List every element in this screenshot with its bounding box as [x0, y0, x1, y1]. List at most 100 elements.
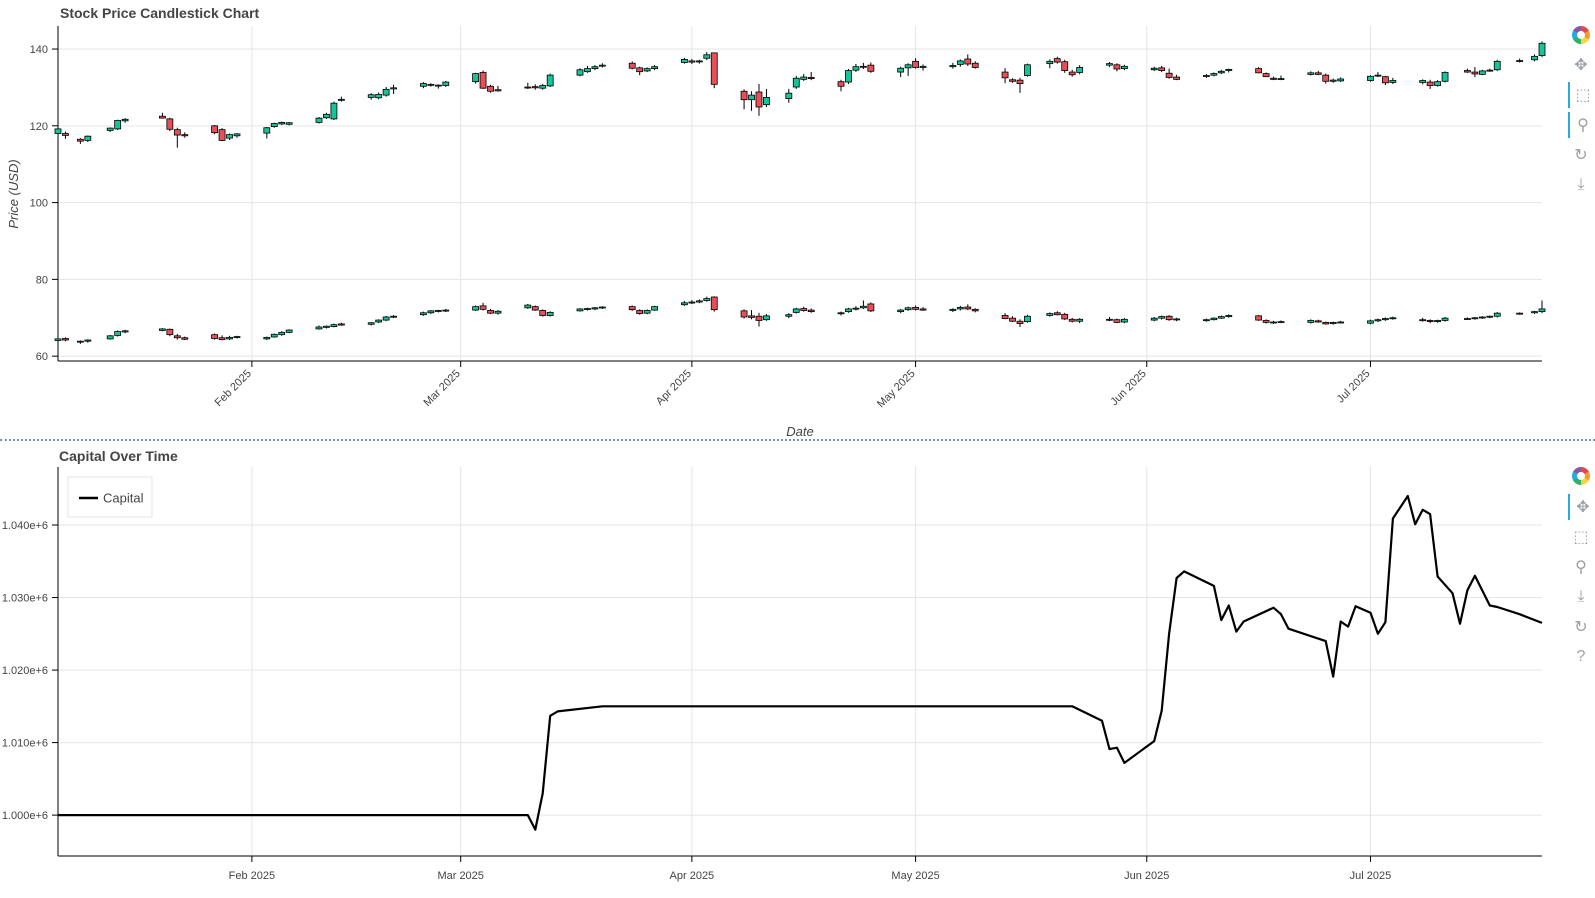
candle	[688, 300, 696, 304]
capital-panel: Capital Over Time 1.040e+6 1.030e+6 1.020e…	[0, 443, 1595, 898]
candle	[1068, 69, 1076, 77]
candle-body-down	[1486, 69, 1494, 72]
candle	[1389, 316, 1397, 320]
help-icon[interactable]: ?	[1576, 648, 1586, 665]
candle-body-down	[628, 306, 636, 311]
candle	[1120, 318, 1128, 324]
bokeh-logo-icon[interactable]	[1572, 467, 1590, 485]
candle	[114, 119, 122, 131]
candle-body-up	[695, 300, 703, 303]
candle	[695, 59, 703, 64]
capital-chart[interactable]: 1.040e+6 1.030e+6 1.020e+6 1.010e+6 1.000e+6…	[0, 443, 1565, 898]
candle-body-down	[494, 89, 502, 92]
candle-body-up	[1374, 74, 1382, 77]
candle	[897, 308, 905, 314]
candle	[539, 83, 547, 90]
candle-body-up	[1471, 317, 1479, 320]
candle	[1173, 317, 1180, 322]
candle-body-down	[1053, 312, 1061, 316]
candle-body-up	[1150, 67, 1158, 71]
candle	[367, 321, 375, 326]
candle	[1493, 312, 1501, 318]
candle-body-down	[181, 337, 189, 340]
candle-body-up	[1464, 318, 1471, 320]
candle-body-down	[636, 67, 644, 73]
reset-icon[interactable]: ↻	[1574, 147, 1588, 164]
candle-body-up	[904, 307, 912, 311]
legend[interactable]: Capital	[67, 476, 153, 518]
pan-icon[interactable]: ✥	[1568, 494, 1595, 520]
candle	[270, 122, 278, 128]
candlestick-chart[interactable]: 140 120 100 80 60 Feb 2025 Mar 2025 Apr 2025 Ma…	[0, 0, 1565, 440]
wheel-zoom-icon[interactable]: ⚲	[1568, 112, 1595, 138]
candle-body-up	[382, 88, 390, 96]
candle-body-up	[785, 92, 793, 99]
candle-body-up	[1493, 312, 1501, 317]
box-zoom-icon[interactable]: ⬚	[1568, 82, 1595, 108]
save-icon[interactable]: ⤓	[1577, 176, 1585, 193]
candle-body-down	[971, 62, 979, 68]
candle	[337, 322, 345, 326]
candle-body-up	[695, 60, 703, 63]
candle-body-down	[166, 118, 174, 130]
y-tick-label: 1.040e+6	[2, 520, 48, 532]
candle	[584, 307, 591, 311]
candle	[755, 83, 763, 116]
candle	[479, 70, 487, 89]
candle-body-down	[807, 309, 815, 313]
candle	[845, 68, 852, 84]
candle	[233, 335, 241, 339]
candle-body-up	[845, 70, 852, 83]
reset-icon[interactable]: ↻	[1574, 619, 1588, 636]
candle-body-up	[845, 308, 852, 313]
candle-body-up	[1478, 316, 1486, 319]
candle	[904, 306, 912, 311]
candle	[1322, 321, 1330, 325]
candle-body-up	[1120, 65, 1128, 70]
candle-body-down	[1471, 71, 1479, 75]
candle-body-down	[1113, 64, 1121, 70]
candle-body-down	[912, 307, 919, 310]
pan-icon[interactable]: ✥	[1574, 57, 1588, 74]
candle-body-down	[710, 52, 718, 85]
candle	[651, 65, 658, 71]
candle	[1434, 80, 1441, 87]
candle-body-up	[375, 93, 383, 99]
candle-body-down	[919, 308, 927, 311]
candle-body-up	[472, 73, 480, 83]
candle-body-up	[546, 74, 554, 87]
candle-body-up	[1173, 318, 1180, 321]
candle-body-up	[1493, 60, 1501, 71]
candle	[62, 131, 69, 139]
candle	[971, 308, 979, 313]
candle	[695, 299, 703, 304]
candle	[166, 328, 174, 337]
box-zoom-icon[interactable]: ⬚	[1573, 529, 1589, 546]
y-tick-label: 120	[30, 121, 48, 133]
bokeh-logo-icon[interactable]	[1572, 26, 1590, 44]
candle	[181, 132, 189, 138]
candle	[755, 312, 763, 327]
candle-body-down	[1426, 81, 1434, 86]
candle-body-up	[375, 319, 383, 323]
candle-body-up	[792, 77, 800, 88]
wheel-zoom-icon[interactable]: ⚲	[1575, 559, 1587, 576]
candle	[636, 66, 644, 76]
candle	[1225, 314, 1233, 318]
candle-body-down	[524, 86, 532, 89]
candle-body-down	[166, 328, 174, 336]
candle-body-down	[1262, 73, 1270, 78]
candle	[956, 305, 964, 311]
candle	[218, 335, 226, 341]
candle	[1217, 69, 1225, 74]
candle	[1426, 79, 1434, 89]
candle-body-up	[315, 326, 323, 330]
candle-body-up	[1217, 316, 1225, 319]
candle	[1165, 315, 1173, 321]
candle-body-up	[121, 118, 129, 122]
save-icon[interactable]: ⤓	[1577, 588, 1585, 605]
candle-body-down	[1061, 313, 1069, 320]
candle	[54, 128, 62, 138]
candle	[584, 65, 591, 73]
candle	[1053, 311, 1061, 316]
